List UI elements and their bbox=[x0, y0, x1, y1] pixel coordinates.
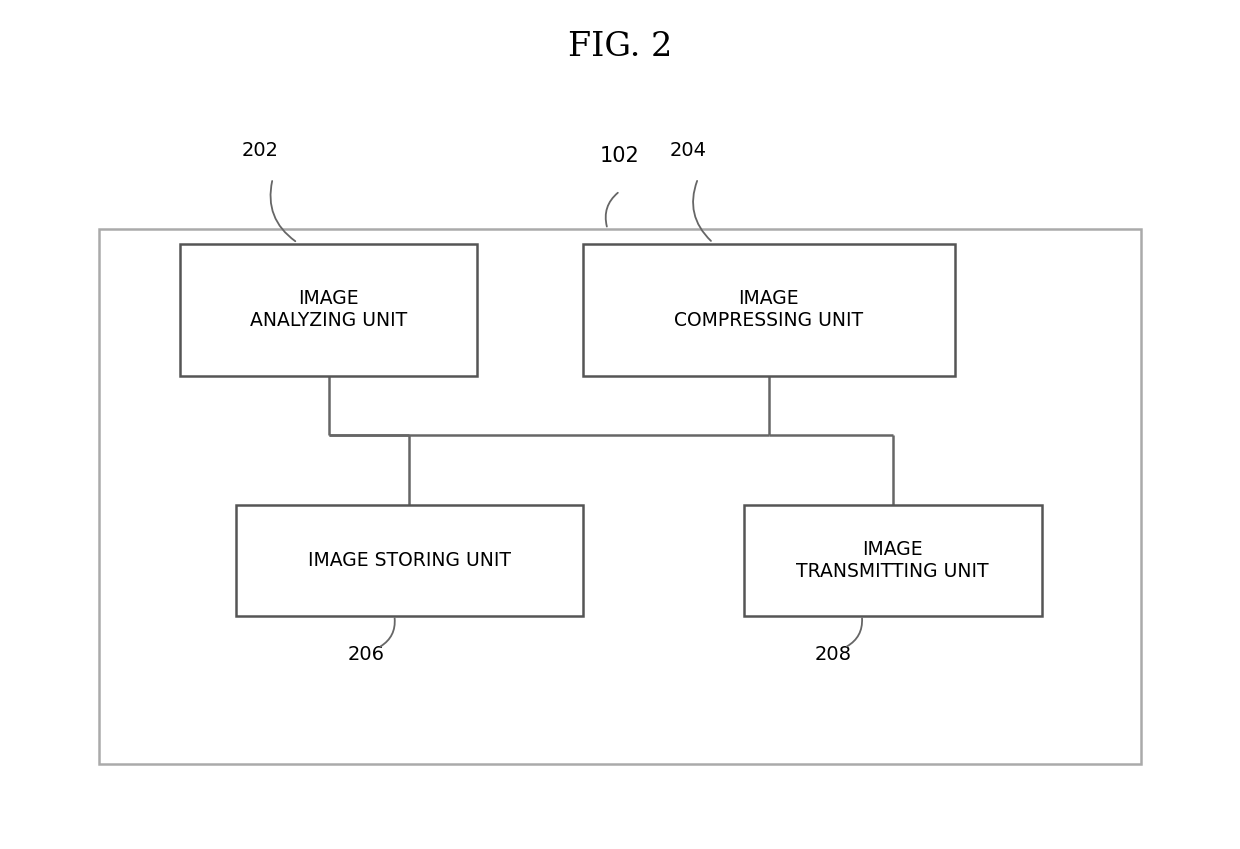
Bar bbox=[180, 245, 477, 375]
Text: FIG. 2: FIG. 2 bbox=[568, 31, 672, 63]
Text: IMAGE
ANALYZING UNIT: IMAGE ANALYZING UNIT bbox=[250, 290, 407, 330]
Text: 206: 206 bbox=[347, 645, 384, 664]
Bar bbox=[99, 229, 1141, 764]
Text: 208: 208 bbox=[815, 645, 852, 664]
Text: 204: 204 bbox=[670, 141, 707, 160]
Text: IMAGE
TRANSMITTING UNIT: IMAGE TRANSMITTING UNIT bbox=[796, 540, 990, 581]
Text: 202: 202 bbox=[242, 141, 279, 160]
Bar bbox=[583, 245, 955, 375]
Bar bbox=[236, 505, 583, 616]
Text: IMAGE
COMPRESSING UNIT: IMAGE COMPRESSING UNIT bbox=[675, 290, 863, 330]
Text: IMAGE STORING UNIT: IMAGE STORING UNIT bbox=[308, 551, 511, 570]
Bar bbox=[744, 505, 1042, 616]
Text: 102: 102 bbox=[600, 145, 640, 166]
